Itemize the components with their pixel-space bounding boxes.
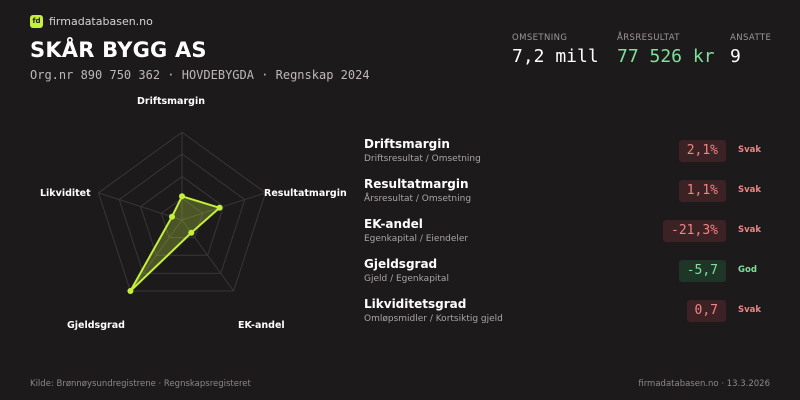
kpi-value: 7,2 mill bbox=[512, 46, 599, 67]
radar-point bbox=[188, 229, 195, 236]
metric-row-resultatmargin: Resultatmargin Årsresultat / Omsetning 1… bbox=[364, 177, 764, 209]
metric-formula: Gjeld / Egenkapital bbox=[364, 274, 449, 284]
kpi-label: ÅRSRESULTAT bbox=[617, 33, 680, 43]
metric-row-driftsmargin: Driftsmargin Driftsresultat / Omsetning … bbox=[364, 137, 764, 169]
metric-value: -5,7 bbox=[678, 260, 726, 282]
radar-chart bbox=[97, 131, 267, 295]
metric-value: 0,7 bbox=[686, 300, 726, 322]
metric-value: 1,1% bbox=[678, 180, 726, 202]
kpi-omsetning: OMSETNING 7,2 mill bbox=[512, 33, 599, 67]
footer-source: Kilde: Brønnøysundregistrene · Regnskaps… bbox=[30, 379, 251, 389]
kpi-ansatte: ANSATTE 9 bbox=[730, 33, 771, 67]
radar-value-shape bbox=[129, 195, 221, 293]
metric-name: Gjeldsgrad bbox=[364, 257, 438, 271]
metric-status-badge: God bbox=[738, 265, 757, 275]
radar-grid-ring bbox=[118, 153, 246, 274]
company-meta: Org.nr 890 750 362 · HOVDEBYGDA · Regnsk… bbox=[30, 68, 370, 82]
radar-grid-ring bbox=[160, 197, 204, 239]
metric-name: Driftsmargin bbox=[364, 137, 450, 151]
metric-name: Resultatmargin bbox=[364, 177, 469, 191]
radar-axis-label: Resultatmargin bbox=[264, 188, 347, 199]
footer-site-date[interactable]: firmadatabasen.no · 13.3.2026 bbox=[638, 379, 770, 389]
metric-row-likviditetsgrad: Likviditetsgrad Omløpsmidler / Kortsikti… bbox=[364, 297, 764, 329]
metric-row-ek-andel: EK-andel Egenkapital / Eiendeler -21,3% … bbox=[364, 217, 764, 249]
metric-status-badge: Svak bbox=[738, 185, 762, 195]
radar-point bbox=[168, 213, 175, 220]
logo-icon: fd bbox=[30, 15, 43, 28]
metric-value: -21,3% bbox=[663, 220, 726, 242]
metric-name: EK-andel bbox=[364, 217, 423, 231]
metric-status-badge: Svak bbox=[738, 225, 762, 235]
metric-formula: Driftsresultat / Omsetning bbox=[364, 154, 481, 164]
kpi-label: ANSATTE bbox=[730, 33, 772, 43]
metric-formula: Omløpsmidler / Kortsiktig gjeld bbox=[364, 314, 503, 324]
radar-axis-label: Likviditet bbox=[40, 188, 91, 199]
brand-name[interactable]: firmadatabasen.no bbox=[49, 15, 153, 28]
brand[interactable]: fd firmadatabasen.no bbox=[30, 15, 153, 28]
radar-point bbox=[127, 288, 134, 295]
radar-grid-ring bbox=[97, 131, 267, 292]
kpi-arsresultat: ÅRSRESULTAT 77 526 kr bbox=[617, 33, 715, 67]
radar-axis-label: Driftsmargin bbox=[137, 96, 205, 107]
metric-formula: Egenkapital / Eiendeler bbox=[364, 234, 469, 244]
kpi-value: 9 bbox=[730, 46, 741, 67]
metric-value: 2,1% bbox=[678, 140, 726, 162]
kpi-label: OMSETNING bbox=[512, 33, 568, 43]
kpi-value: 77 526 kr bbox=[617, 46, 715, 67]
metric-row-gjeldsgrad: Gjeldsgrad Gjeld / Egenkapital -5,7 God bbox=[364, 257, 764, 289]
radar-axis-line bbox=[181, 192, 266, 221]
radar-axis-label: EK-andel bbox=[238, 320, 285, 331]
radar-axis-label: Gjeldsgrad bbox=[67, 320, 125, 331]
radar-axis-line bbox=[98, 192, 183, 221]
metric-formula: Årsresultat / Omsetning bbox=[364, 194, 472, 204]
metric-status-badge: Svak bbox=[738, 305, 762, 315]
radar-point bbox=[179, 193, 185, 200]
radar-axis-line bbox=[129, 219, 183, 292]
metric-name: Likviditetsgrad bbox=[364, 297, 467, 311]
metric-status-badge: Svak bbox=[738, 145, 762, 155]
company-name: SKÅR BYGG AS bbox=[30, 38, 207, 62]
radar-grid-ring bbox=[139, 175, 225, 256]
radar-point bbox=[216, 204, 223, 211]
